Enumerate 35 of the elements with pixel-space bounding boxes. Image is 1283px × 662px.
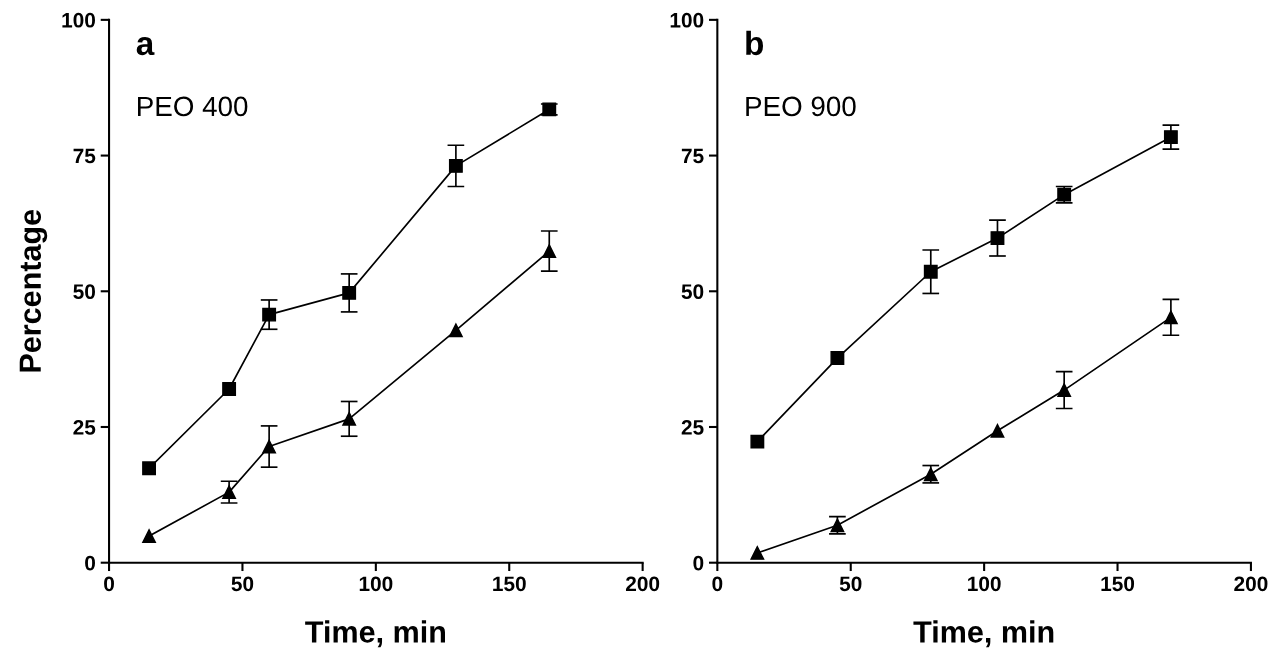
y-tick-label: 25 bbox=[681, 419, 704, 435]
y-tick-label: 75 bbox=[681, 148, 704, 164]
y-tick-label: 0 bbox=[693, 555, 704, 571]
y-tick-label: 25 bbox=[73, 419, 96, 435]
y-tick-label: 50 bbox=[73, 284, 96, 300]
chart-title: b bbox=[746, 30, 764, 56]
point bbox=[142, 529, 157, 544]
annotation: PEO 900 bbox=[746, 96, 856, 117]
y-axis-title: Percentage bbox=[19, 209, 48, 372]
y-tick-label: 75 bbox=[73, 148, 96, 164]
x-tick-label: 100 bbox=[968, 576, 1001, 592]
x-tick-label: 50 bbox=[231, 576, 254, 592]
point bbox=[750, 434, 765, 449]
y-tick-label: 50 bbox=[681, 284, 704, 300]
point bbox=[222, 382, 237, 396]
x-tick-label: 0 bbox=[104, 576, 114, 592]
x-tick-label: 100 bbox=[359, 576, 393, 592]
point bbox=[750, 545, 765, 560]
x-tick-label: 200 bbox=[625, 576, 660, 592]
y-tick-label: 100 bbox=[62, 12, 96, 28]
x-tick-label: 200 bbox=[1234, 576, 1268, 592]
x-tick-label: 0 bbox=[712, 576, 723, 592]
annotation: PEO 400 bbox=[138, 96, 248, 117]
point bbox=[142, 461, 157, 476]
point bbox=[830, 351, 845, 365]
point bbox=[990, 423, 1005, 438]
x-axis-title: Time, min bbox=[913, 620, 1054, 648]
x-tick-label: 150 bbox=[493, 576, 526, 592]
y-tick-label: 100 bbox=[670, 12, 704, 28]
x-tick-label: 150 bbox=[1101, 576, 1135, 592]
point bbox=[448, 323, 463, 338]
x-tick-label: 50 bbox=[839, 576, 862, 592]
y-tick-label: 0 bbox=[85, 555, 96, 571]
x-axis-title: Time, min bbox=[305, 620, 445, 648]
chart-title: a bbox=[136, 36, 155, 56]
